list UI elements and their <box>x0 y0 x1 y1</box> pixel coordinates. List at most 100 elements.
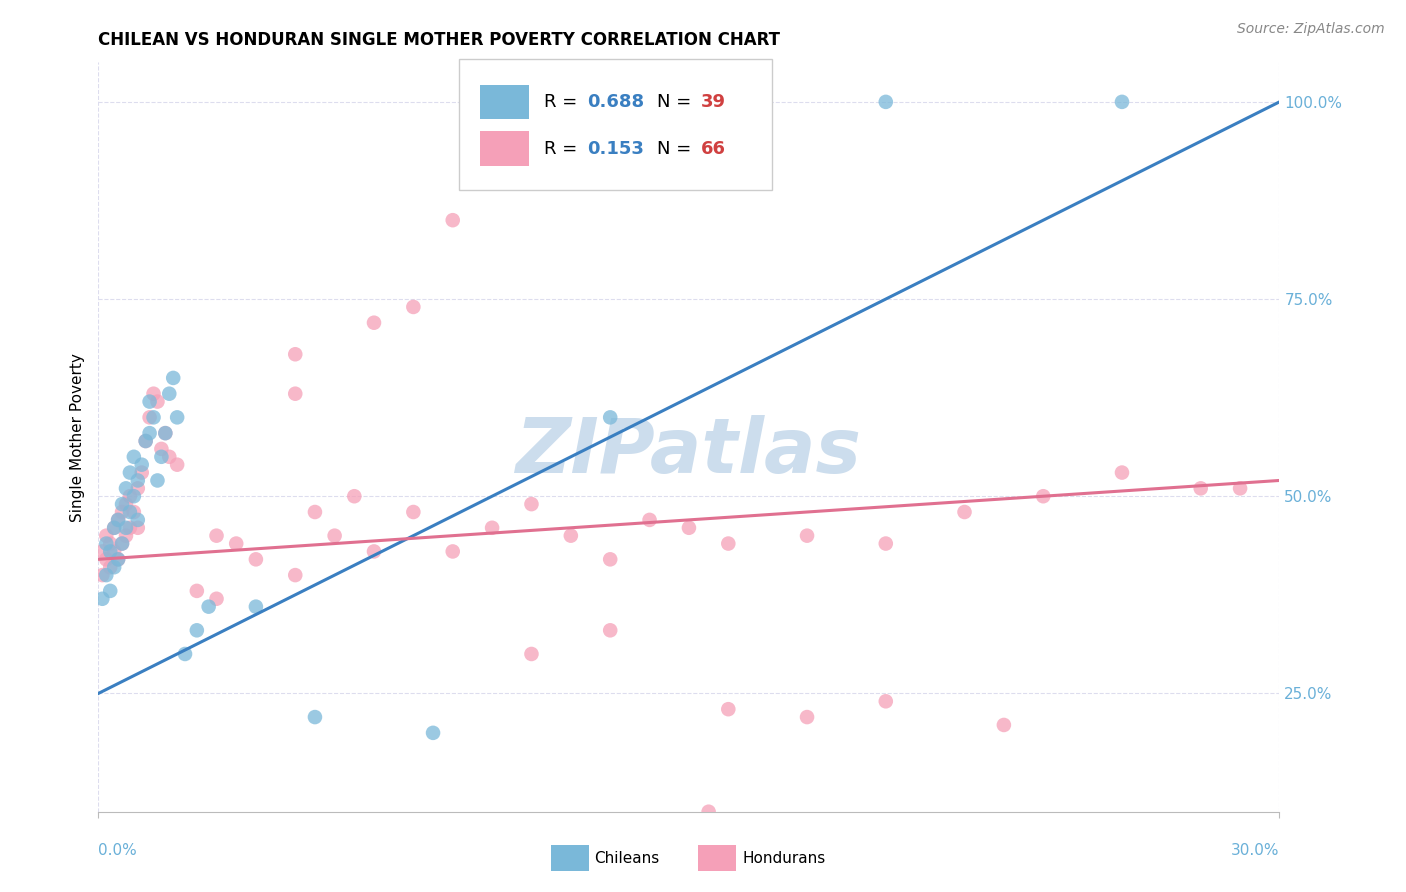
Point <box>678 521 700 535</box>
Text: N =: N = <box>657 93 697 112</box>
Point <box>142 410 165 425</box>
Point <box>323 529 346 543</box>
Point <box>560 529 582 543</box>
Point <box>103 544 125 558</box>
Point <box>717 702 740 716</box>
Point <box>481 521 503 535</box>
Point <box>875 694 897 708</box>
Point <box>118 521 141 535</box>
Point <box>118 505 141 519</box>
Point <box>127 474 149 488</box>
Point <box>174 647 197 661</box>
Point <box>166 458 188 472</box>
Point <box>205 529 228 543</box>
Text: N =: N = <box>657 140 697 158</box>
Point <box>599 552 621 566</box>
Point <box>157 450 180 464</box>
Text: ZIPatlas: ZIPatlas <box>516 415 862 489</box>
Point <box>225 536 247 550</box>
FancyBboxPatch shape <box>479 85 530 120</box>
Point <box>796 710 818 724</box>
Point <box>953 505 976 519</box>
Point <box>402 505 425 519</box>
Point <box>1229 481 1251 495</box>
Point <box>138 410 160 425</box>
Point <box>796 529 818 543</box>
Point <box>162 371 184 385</box>
Point <box>127 513 149 527</box>
Text: 30.0%: 30.0% <box>1232 843 1279 858</box>
Text: R =: R = <box>544 140 582 158</box>
Point <box>127 481 149 495</box>
Point <box>91 568 114 582</box>
Point <box>284 347 307 361</box>
Point <box>1189 481 1212 495</box>
Point <box>520 497 543 511</box>
Point <box>118 466 141 480</box>
Point <box>111 497 134 511</box>
Point <box>155 426 177 441</box>
Point <box>118 489 141 503</box>
Point <box>115 529 138 543</box>
Point <box>115 521 138 535</box>
Point <box>157 386 180 401</box>
Point <box>993 718 1015 732</box>
Point <box>107 513 129 527</box>
Point <box>284 386 307 401</box>
FancyBboxPatch shape <box>479 131 530 166</box>
Point <box>91 544 114 558</box>
Point <box>197 599 219 614</box>
Point <box>304 505 326 519</box>
Y-axis label: Single Mother Poverty: Single Mother Poverty <box>70 352 86 522</box>
Point <box>363 316 385 330</box>
Point <box>343 489 366 503</box>
Point <box>205 591 228 606</box>
Point <box>875 536 897 550</box>
Text: 0.0%: 0.0% <box>98 843 138 858</box>
Point <box>142 386 165 401</box>
Point <box>155 426 177 441</box>
Point <box>284 568 307 582</box>
Point <box>441 544 464 558</box>
Point <box>98 560 121 574</box>
Point <box>1111 95 1133 109</box>
Point <box>122 505 145 519</box>
Point <box>111 536 134 550</box>
Text: Chileans: Chileans <box>595 851 659 865</box>
Point <box>1111 466 1133 480</box>
Point <box>91 591 114 606</box>
Point <box>122 450 145 464</box>
Point <box>96 536 118 550</box>
Point <box>717 536 740 550</box>
Point <box>599 410 621 425</box>
Point <box>107 552 129 566</box>
Point <box>304 710 326 724</box>
Point <box>402 300 425 314</box>
Point <box>131 458 153 472</box>
Point <box>138 394 160 409</box>
Text: Hondurans: Hondurans <box>742 851 825 865</box>
Point <box>96 568 118 582</box>
Text: Source: ZipAtlas.com: Source: ZipAtlas.com <box>1237 22 1385 37</box>
Point <box>150 450 173 464</box>
Point <box>150 442 173 456</box>
Point <box>111 505 134 519</box>
Point <box>96 529 118 543</box>
Point <box>103 560 125 574</box>
Point <box>441 213 464 227</box>
Point <box>107 513 129 527</box>
Text: 66: 66 <box>700 140 725 158</box>
Point <box>115 481 138 495</box>
Point <box>186 624 208 638</box>
Point <box>96 552 118 566</box>
Text: 0.688: 0.688 <box>588 93 644 112</box>
Point <box>98 544 121 558</box>
Point <box>1032 489 1054 503</box>
Text: 0.153: 0.153 <box>588 140 644 158</box>
FancyBboxPatch shape <box>458 59 772 190</box>
Point <box>131 466 153 480</box>
Point <box>146 474 169 488</box>
Point <box>520 647 543 661</box>
Text: R =: R = <box>544 93 582 112</box>
Point <box>245 599 267 614</box>
